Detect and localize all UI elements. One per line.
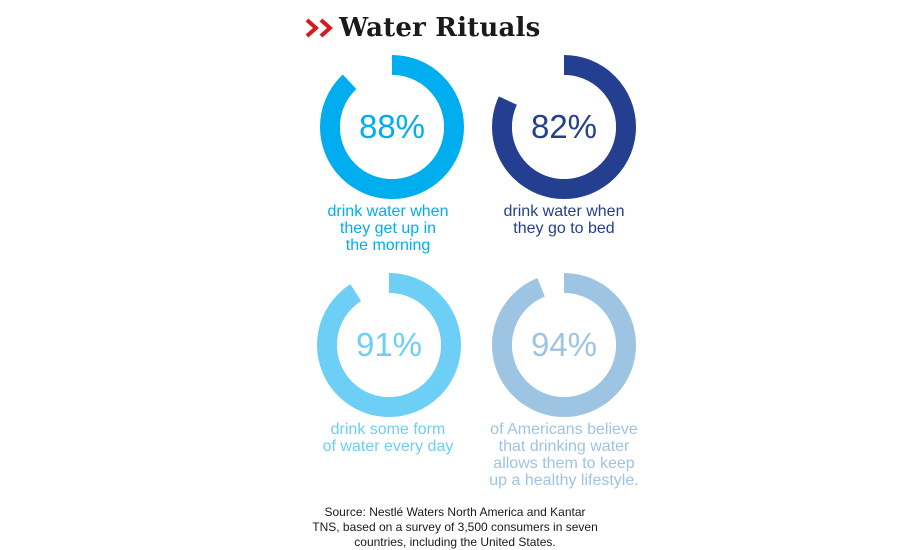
donut-svg-every-day [317,273,461,417]
donut-svg-bed [492,55,636,199]
donut-svg-morning [320,55,464,199]
donut-chart-bed: 82% [492,55,636,199]
donut-value-label-every-day: 91% [355,326,423,363]
chart-title-block: Water Rituals [305,11,540,45]
caption-morning: drink water when they get up in the morn… [327,203,449,254]
caption-bed: drink water when they go to bed [503,203,625,237]
donut-hole-every-day [337,293,441,397]
donut-value-label-morning: 88% [358,108,426,145]
donut-hole-healthy-lifestyle [512,293,616,397]
chevron-left-shape [305,18,320,38]
donut-hole-bed [512,75,616,179]
double-chevron-icon [305,18,334,38]
source-note: Source: Nestlé Waters North America and … [312,505,598,549]
donut-svg-healthy-lifestyle [492,273,636,417]
chart-title: Water Rituals [339,13,541,43]
caption-every-day: drink some form of water every day [322,421,454,455]
donut-chart-every-day: 91% [317,273,461,417]
donut-value-label-healthy-lifestyle: 94% [530,326,598,363]
donut-hole-morning [340,75,444,179]
donut-chart-healthy-lifestyle: 94% [492,273,636,417]
chevron-right-shape [319,18,334,38]
donut-chart-morning: 88% [320,55,464,199]
caption-healthy-lifestyle: of Americans believe that drinking water… [489,421,639,489]
donut-value-label-bed: 82% [530,108,598,145]
